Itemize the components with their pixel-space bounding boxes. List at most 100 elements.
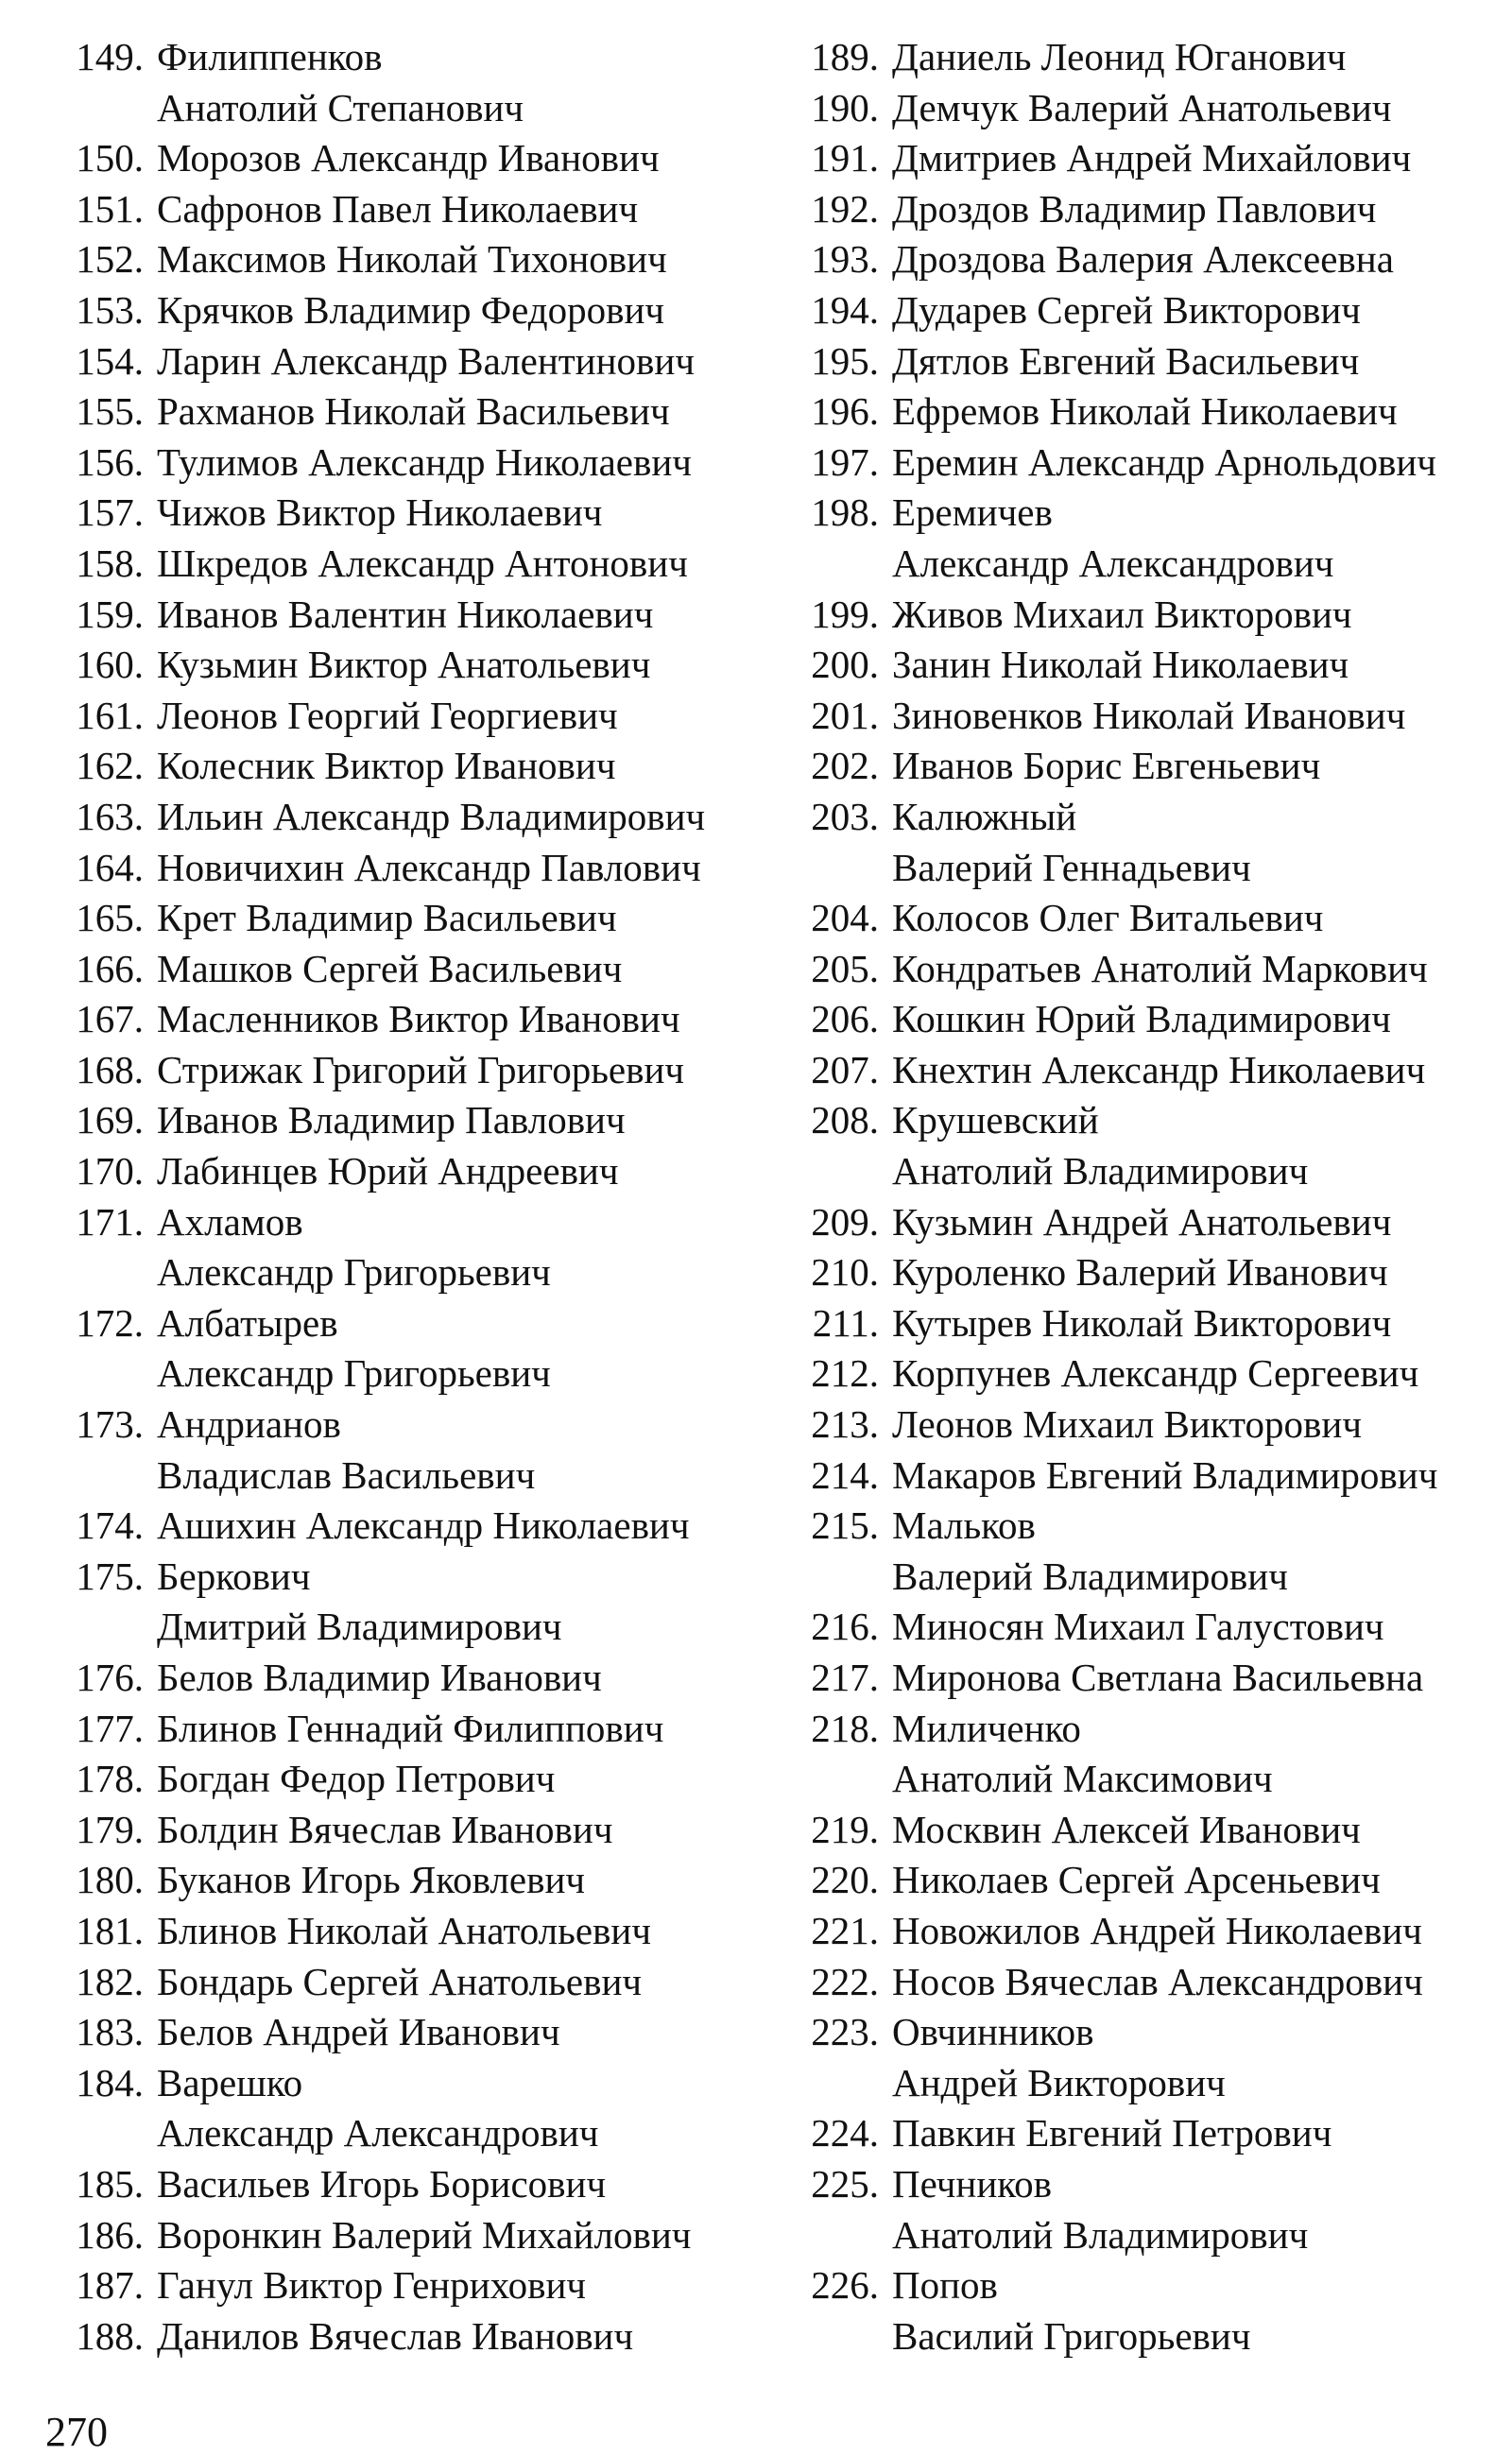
list-item: 219. Москвин Алексей Иванович <box>773 1805 1512 1856</box>
name-line: Кнехтин Александр Николаевич <box>892 1047 1426 1091</box>
name-line: Даниель Леонид Юганович <box>892 35 1347 78</box>
name-line: Миличенко <box>892 1706 1081 1750</box>
entry-name: Ахламов Александр Григорьевич <box>157 1197 551 1298</box>
list-item: 189. Даниель Леонид Юганович <box>773 32 1512 83</box>
entry-number: 172. <box>76 1300 144 1345</box>
entry-name: Данилов Вячеслав Иванович <box>157 2311 633 2362</box>
list-item: 181. Блинов Николай Анатольевич <box>38 1906 756 1957</box>
name-line: Леонов Михаил Викторович <box>892 1402 1362 1447</box>
entry-name: Ашихин Александр Николаевич <box>157 1501 690 1552</box>
name-line: Кузьмин Андрей Анатольевич <box>892 1199 1392 1244</box>
list-item: 218. Миличенко Анатолий Максимович <box>773 1704 1512 1805</box>
entry-number: 152. <box>76 237 144 282</box>
entry-number: 159. <box>76 592 144 636</box>
list-item: 163. Ильин Александр Владимирович <box>38 792 756 843</box>
entry-name: Рахманов Николай Васильевич <box>157 386 670 438</box>
name-line: Анатолий Владимирович <box>892 1149 1309 1194</box>
entry-number: 150. <box>76 136 144 180</box>
entry-name: Новичихин Александр Павлович <box>157 843 701 894</box>
entry-name: Болдин Вячеслав Иванович <box>157 1805 612 1856</box>
entry-number: 200. <box>811 643 879 687</box>
list-item: 156. Тулимов Александр Николаевич <box>38 438 756 489</box>
entry-name: Леонов Михаил Викторович <box>892 1400 1362 1451</box>
list-item: 199. Живов Михаил Викторович <box>773 590 1512 641</box>
entry-name: Машков Сергей Васильевич <box>157 944 622 995</box>
list-item: 159. Иванов Валентин Николаевич <box>38 590 756 641</box>
name-line: Александр Григорьевич <box>157 1250 551 1295</box>
list-item: 172. Албатырев Александр Григорьевич <box>38 1298 756 1400</box>
list-item: 223. Овчинников Андрей Викторович <box>773 2007 1512 2108</box>
entry-name: Зиновенков Николай Иванович <box>892 691 1405 742</box>
list-item: 216. Миносян Михаил Галустович <box>773 1602 1512 1653</box>
list-item: 214. Макаров Евгений Владимирович <box>773 1451 1512 1502</box>
entry-number: 204. <box>811 896 879 940</box>
list-item: 202. Иванов Борис Евгеньевич <box>773 741 1512 792</box>
name-line: Варешко <box>157 2060 303 2104</box>
list-item: 195. Дятлов Евгений Васильевич <box>773 336 1512 387</box>
entry-number: 185. <box>76 2161 144 2206</box>
entry-name: Демчук Валерий Анатольевич <box>892 83 1391 134</box>
list-item: 151. Сафронов Павел Николаевич <box>38 184 756 235</box>
name-line: Андрей Викторович <box>892 2060 1226 2104</box>
entry-name: Макаров Евгений Владимирович <box>892 1451 1437 1502</box>
list-item: 165. Крет Владимир Васильевич <box>38 893 756 944</box>
entry-name: Белов Владимир Иванович <box>157 1653 602 1704</box>
entry-number: 212. <box>811 1351 879 1396</box>
name-line: Александр Александрович <box>157 2111 599 2155</box>
entry-number: 169. <box>76 1098 144 1142</box>
list-item: 210. Куроленко Валерий Иванович <box>773 1247 1512 1298</box>
entry-number: 196. <box>811 389 879 434</box>
entry-number: 177. <box>76 1706 144 1750</box>
entry-number: 226. <box>811 2263 879 2308</box>
name-line: Овчинников <box>892 2010 1094 2054</box>
name-line: Мальков <box>892 1503 1036 1548</box>
entry-number: 153. <box>76 287 144 332</box>
name-line: Дятлов Евгений Васильевич <box>892 338 1360 383</box>
entry-number: 216. <box>811 1605 879 1649</box>
list-item: 178. Богдан Федор Петрович <box>38 1754 756 1805</box>
entry-number: 222. <box>811 1959 879 2003</box>
list-item: 168. Стрижак Григорий Григорьевич <box>38 1045 756 1096</box>
list-item: 196. Ефремов Николай Николаевич <box>773 386 1512 438</box>
entry-name: Филиппенков Анатолий Степанович <box>157 32 524 133</box>
list-item: 221. Новожилов Андрей Николаевич <box>773 1906 1512 1957</box>
name-line: Дроздова Валерия Алексеевна <box>892 237 1394 282</box>
entry-number: 158. <box>76 541 144 585</box>
list-item: 208. Крушевский Анатолий Владимирович <box>773 1095 1512 1196</box>
name-line: Дмитриев Андрей Михайлович <box>892 136 1412 180</box>
entry-name: Сафронов Павел Николаевич <box>157 184 638 235</box>
entry-number: 223. <box>811 2010 879 2054</box>
name-line: Болдин Вячеслав Иванович <box>157 1807 613 1851</box>
entry-name: Чижов Виктор Николаевич <box>157 488 602 539</box>
list-item: 197. Еремин Александр Арнольдович <box>773 438 1512 489</box>
name-line: Андрианов <box>157 1402 341 1447</box>
entry-number: 207. <box>811 1047 879 1091</box>
entry-name: Бондарь Сергей Анатольевич <box>157 1957 642 2008</box>
entry-number: 197. <box>811 439 879 484</box>
entry-number: 161. <box>76 693 144 737</box>
entry-number: 215. <box>811 1503 879 1548</box>
name-line: Чижов Виктор Николаевич <box>157 490 603 535</box>
list-item: 211. Кутырев Николай Викторович <box>773 1298 1512 1349</box>
name-line: Иванов Валентин Николаевич <box>157 592 654 636</box>
entry-name: Дятлов Евгений Васильевич <box>892 336 1359 387</box>
name-line: Васильев Игорь Борисович <box>157 2161 607 2206</box>
entry-name: Калюжный Валерий Геннадьевич <box>892 792 1251 893</box>
list-item: 180. Буканов Игорь Яковлевич <box>38 1855 756 1906</box>
entry-number: 194. <box>811 287 879 332</box>
name-line: Машков Сергей Васильевич <box>157 946 623 990</box>
entry-name: Варешко Александр Александрович <box>157 2058 598 2159</box>
list-item: 204. Колосов Олег Витальевич <box>773 893 1512 944</box>
name-line: Павкин Евгений Петрович <box>892 2111 1332 2155</box>
entry-name: Носов Вячеслав Александрович <box>892 1957 1423 2008</box>
right-column: 189. Даниель Леонид Юганович 190. Демчук Ва… <box>773 32 1512 2362</box>
entry-name: Колосов Олег Витальевич <box>892 893 1323 944</box>
entry-number: 188. <box>76 2313 144 2358</box>
name-line: Ефремов Николай Николаевич <box>892 389 1398 434</box>
name-line: Крушевский <box>892 1098 1099 1142</box>
entry-number: 151. <box>76 186 144 231</box>
entry-number: 180. <box>76 1858 144 1902</box>
name-line: Владислав Васильевич <box>157 1452 536 1497</box>
name-line: Николаев Сергей Арсеньевич <box>892 1858 1381 1902</box>
name-line: Буканов Игорь Яковлевич <box>157 1858 586 1902</box>
